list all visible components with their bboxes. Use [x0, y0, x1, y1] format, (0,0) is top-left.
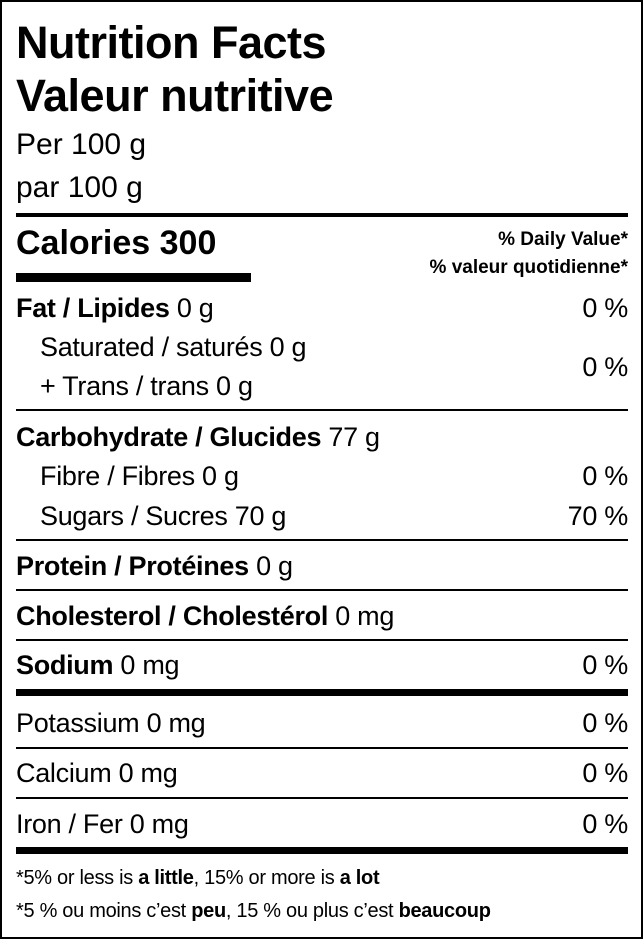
- divider: [16, 539, 628, 541]
- nutrient-row-trans: + Trans / trans 0 g: [40, 369, 628, 403]
- nutrients-5-amount: 70 g: [234, 501, 287, 531]
- divider-thick: [16, 689, 628, 696]
- footnote-fr-d: beaucoup: [398, 900, 491, 922]
- nutrients-11-name: Iron / Fer: [16, 809, 123, 839]
- nutrients-10-amount: 0 mg: [118, 758, 178, 788]
- nutrients-7-name: Cholesterol / Cholestérol: [16, 601, 329, 631]
- nutrients-10-name: Calcium: [16, 758, 112, 788]
- calories-label: Calories: [16, 224, 151, 262]
- daily-value-fr: % valeur quotidienne*: [429, 257, 628, 278]
- nutrients-0-dv: 0 %: [582, 293, 628, 323]
- nutrient-row-carbohydrate: Carbohydrate / Glucides 77 g: [16, 420, 628, 454]
- nutrient-row-iron: Iron / Fer 0 mg 0 %: [16, 807, 628, 841]
- footnote-en: *5% or less is a little, 15% or more is …: [16, 867, 380, 889]
- footnote-en-d: a lot: [339, 867, 380, 889]
- nutrients-11-amount: 0 mg: [129, 809, 189, 839]
- nutrient-row-cholesterol: Cholesterol / Cholestérol 0 mg: [16, 599, 628, 633]
- calories-bar: [16, 273, 251, 282]
- nutrients-0-amount: 0 g: [176, 293, 214, 323]
- nutrients-4-amount: 0 g: [202, 461, 239, 491]
- nutrients-3-name: Carbohydrate / Glucides: [16, 422, 322, 452]
- nutrients-7-amount: 0 mg: [335, 601, 395, 631]
- nutrient-row-fat: Fat / Lipides 0 g 0 %: [16, 291, 628, 325]
- nutrient-row-sugars: Sugars / Sucres 70 g 70 %: [40, 499, 628, 533]
- nutrients-5-dv: 70 %: [567, 501, 629, 531]
- footnote-en-b: a little: [138, 867, 194, 889]
- divider: [16, 589, 628, 591]
- nutrients-6-name: Protein / Protéines: [16, 551, 249, 581]
- nutrients-11-dv: 0 %: [582, 809, 628, 839]
- divider: [16, 747, 628, 749]
- footnote-fr-c: , 15 % ou plus c’est: [225, 900, 399, 922]
- calories-value: 300: [159, 224, 217, 262]
- nutrients-10-dv: 0 %: [582, 758, 628, 788]
- nutrients-3-amount: 77 g: [328, 422, 380, 452]
- nutrients-8-amount: 0 mg: [120, 650, 180, 680]
- daily-value-en: % Daily Value*: [498, 229, 628, 250]
- divider: [16, 797, 628, 799]
- footnote-en-a: *5% or less is: [16, 867, 139, 889]
- title-fr: Valeur nutritive: [16, 70, 334, 121]
- divider: [16, 409, 628, 411]
- nutrients-8-dv: 0 %: [582, 650, 628, 680]
- title-en: Nutrition Facts: [16, 17, 327, 68]
- footnote-fr-a: *5 % ou moins c’est: [16, 900, 192, 922]
- serving-size-fr: par 100 g: [16, 171, 143, 204]
- saturated-trans-dv: 0 %: [528, 350, 628, 384]
- nutrient-row-protein: Protein / Protéines 0 g: [16, 549, 628, 583]
- nutrients-8-name: Sodium: [16, 650, 114, 680]
- nutrients-4-dv: 0 %: [582, 461, 628, 491]
- nutrient-row-saturated: Saturated / saturés 0 g: [40, 330, 628, 364]
- nutrient-row-fibre: Fibre / Fibres 0 g 0 %: [40, 459, 628, 493]
- nutrients-0-name: Fat / Lipides: [16, 293, 170, 323]
- divider: [16, 213, 628, 217]
- nutrients-1-amount: 0 g: [269, 332, 307, 362]
- daily-value-header: % Daily Value* % valeur quotidienne*: [430, 226, 628, 282]
- footnote-en-c: , 15% or more is: [193, 867, 340, 889]
- divider-thick: [16, 847, 628, 854]
- footnote-fr-b: peu: [191, 900, 226, 922]
- nutrients-5-name: Sugars / Sucres: [40, 501, 228, 531]
- serving-size-en: Per 100 g: [16, 128, 147, 161]
- divider: [16, 639, 628, 641]
- nutrients-6-amount: 0 g: [256, 551, 293, 581]
- nutrients-2-name: + Trans / trans: [40, 371, 209, 401]
- nutrients-9-name: Potassium: [16, 708, 140, 738]
- nutrients-4-name: Fibre / Fibres: [40, 461, 195, 491]
- nutrient-row-sodium: Sodium 0 mg 0 %: [16, 648, 628, 682]
- nutrients-2-amount: 0 g: [216, 371, 253, 401]
- nutrient-row-calcium: Calcium 0 mg 0 %: [16, 756, 628, 790]
- calories: Calories 300: [16, 226, 216, 260]
- nutrients-1-name: Saturated / saturés: [40, 332, 263, 362]
- nutrients-9-dv: 0 %: [582, 708, 628, 738]
- nutrients-1-dv: 0 %: [582, 352, 628, 382]
- nutrient-row-potassium: Potassium 0 mg 0 %: [16, 706, 628, 740]
- footnote-fr: *5 % ou moins c’est peu, 15 % ou plus c’…: [16, 901, 491, 921]
- nutrients-9-amount: 0 mg: [146, 708, 206, 738]
